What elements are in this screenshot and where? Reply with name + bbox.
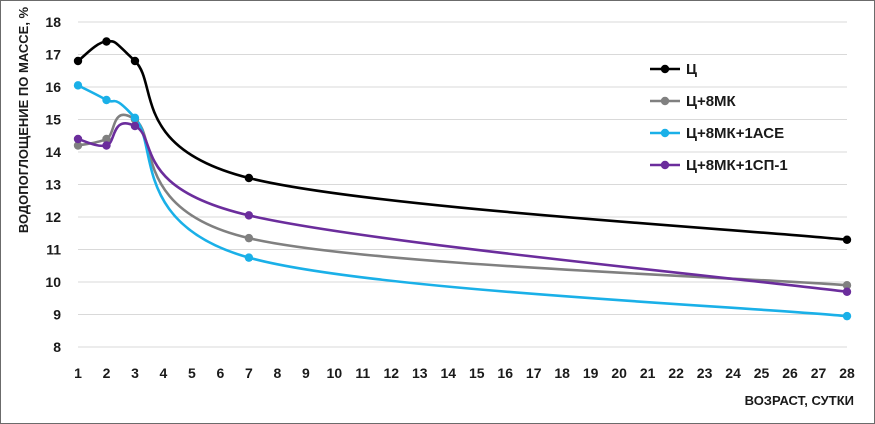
x-tick-label: 9 — [302, 365, 310, 381]
data-point-s1-3 — [130, 56, 140, 66]
data-point-s3-5 — [842, 311, 852, 321]
y-tick-label: 8 — [53, 339, 61, 355]
x-tick-label: 28 — [839, 365, 855, 381]
x-tick-label: 23 — [697, 365, 713, 381]
data-point-s2-2 — [102, 134, 111, 144]
x-tick-label: 11 — [355, 365, 370, 381]
legend-label-1: Ц — [686, 61, 697, 78]
legend-swatch-marker-4 — [660, 160, 670, 170]
x-tick-label: 25 — [754, 365, 770, 381]
x-tick-label: 19 — [583, 365, 599, 381]
x-tick-label: 3 — [131, 365, 139, 381]
data-point-s1-2 — [102, 37, 111, 46]
y-tick-label: 16 — [45, 79, 61, 95]
x-tick-label: 15 — [469, 365, 485, 381]
x-tick-label: 12 — [384, 365, 400, 381]
x-tick-label: 24 — [725, 365, 741, 381]
data-point-s2-4 — [244, 233, 254, 243]
data-point-s2-1 — [73, 141, 83, 150]
x-tick-label: 8 — [273, 365, 281, 381]
legend-swatch-marker-2 — [660, 96, 670, 106]
y-tick-label: 18 — [45, 14, 61, 30]
legend-swatch-marker-3 — [660, 128, 670, 138]
x-tick-label: 13 — [412, 365, 428, 381]
data-point-s3-2 — [102, 95, 111, 105]
y-tick-label: 14 — [45, 144, 61, 160]
x-tick-label: 6 — [217, 365, 225, 381]
y-tick-label: 17 — [45, 47, 61, 63]
x-tick-label: 7 — [245, 365, 253, 381]
x-tick-label: 17 — [526, 365, 542, 381]
x-tick-label: 27 — [811, 365, 827, 381]
x-tick-label: 26 — [782, 365, 798, 381]
x-axis-title: ВОЗРАСТ, СУТКИ — [745, 393, 854, 408]
legend-label-3: Ц+8МК+1АСЕ — [686, 125, 784, 142]
data-point-s4-5 — [842, 287, 852, 296]
data-point-s2-5 — [842, 281, 852, 290]
x-tick-label: 4 — [160, 365, 168, 381]
x-tick-label: 5 — [188, 365, 196, 381]
y-tick-label: 13 — [45, 177, 61, 193]
series-points — [73, 37, 852, 321]
data-point-s1-5 — [842, 235, 852, 244]
x-tick-label: 14 — [440, 365, 456, 381]
data-point-s3-4 — [244, 253, 254, 262]
gridlines — [78, 21, 847, 348]
legend-label-2: Ц+8МК — [686, 93, 737, 110]
x-tick-label: 18 — [554, 365, 570, 381]
y-tick-label: 11 — [46, 242, 61, 258]
y-tick-label: 15 — [45, 112, 61, 128]
data-point-s3-1 — [73, 81, 83, 90]
x-tick-label: 2 — [103, 365, 111, 381]
x-tick-label: 16 — [497, 365, 513, 381]
x-tick-label: 1 — [74, 365, 82, 381]
y-tick-label: 10 — [45, 274, 61, 290]
legend-label-4: Ц+8МК+1СП-1 — [686, 157, 788, 174]
y-tick-label: 9 — [53, 307, 61, 323]
series-lines — [77, 40, 848, 318]
legend-swatch-marker-1 — [660, 64, 670, 74]
x-tick-label: 10 — [327, 365, 343, 381]
x-tick-label: 20 — [611, 365, 627, 381]
data-point-s1-4 — [244, 173, 254, 183]
data-point-s4-3 — [130, 121, 140, 131]
data-point-s3-3 — [130, 113, 140, 123]
x-tick-label: 22 — [668, 365, 684, 381]
data-point-s4-2 — [102, 141, 111, 150]
data-point-s4-1 — [73, 134, 83, 144]
x-tick-label: 21 — [640, 365, 656, 381]
x-tick-labels: 1 2 3 4 5 6 7 8 9 10 11 12 13 14 15 16 17 18 19 20 21 22 23 24 2… — [74, 365, 855, 381]
y-tick-labels: 8 9 10 11 12 13 14 15 16 17 18 — [45, 14, 61, 355]
y-tick-label: 12 — [45, 209, 61, 225]
legend: Ц Ц+8МК Ц+8МК+1АСЕ Ц+8МК+1СП-1 — [650, 61, 788, 174]
data-point-s1-1 — [73, 56, 83, 66]
y-axis-title: ВОДОПОГЛОЩЕНИЕ ПО МАССЕ, % — [16, 6, 31, 233]
data-point-s4-4 — [244, 211, 254, 220]
